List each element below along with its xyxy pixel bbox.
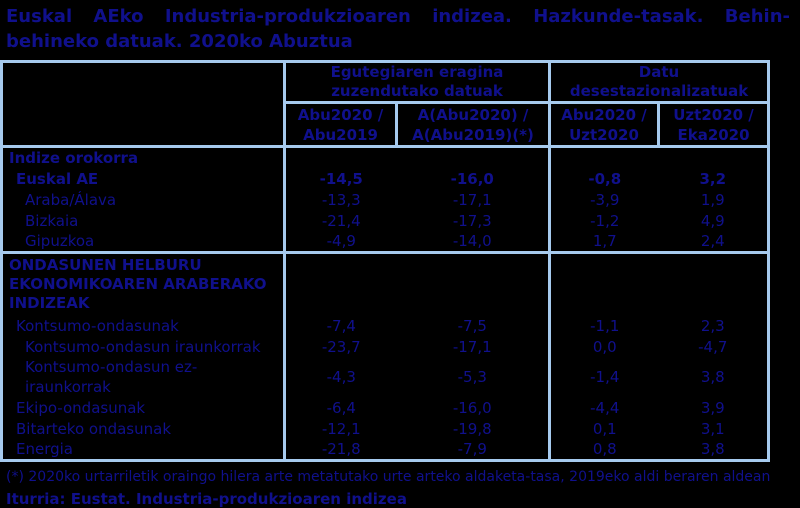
row-label: Energia bbox=[1, 439, 286, 461]
column-header-row: Abu2020 / Abu2019 A(Abu2020) / A(Abu2019… bbox=[2, 102, 769, 148]
value-cell: -4,4 bbox=[590, 398, 620, 417]
value-cell: 2,4 bbox=[700, 232, 725, 250]
value-cell: 3,8 bbox=[700, 440, 725, 458]
group-header-row: Egutegiaren eragina zuzendutako datuak D… bbox=[1, 61, 769, 148]
table-row: Kontsumo-ondasunak -7,4 -7,5 -1,1 2,3 bbox=[1, 315, 769, 336]
corner-cell bbox=[1, 61, 286, 148]
value-cell: 3,8 bbox=[700, 368, 725, 386]
value-cell bbox=[396, 251, 552, 315]
row-label: ONDASUNEN HELBURU EKONOMIKOAREN ARABERAK… bbox=[1, 251, 286, 315]
table-row: Energia -21,8 -7,9 0,8 3,8 bbox=[1, 439, 769, 461]
value-cell: -0,8 bbox=[588, 169, 622, 188]
column-header-abu2020-uzt2020: Abu2020 / Uzt2020 bbox=[549, 102, 661, 148]
value-cell: -16,0 bbox=[396, 397, 552, 418]
value-cell: 3,1 bbox=[700, 419, 725, 438]
row-label: Bitarteko ondasunak bbox=[1, 418, 286, 439]
row-label: Araba/Álava bbox=[1, 189, 286, 210]
table-row: Ekipo-ondasunak -6,4 -16,0 -4,4 3,9 bbox=[1, 397, 769, 418]
value-cell: -1,2 bbox=[590, 211, 620, 230]
table-row: Gipuzkoa -4,9 -14,0 1,7 2,4 bbox=[1, 231, 769, 253]
row-label: Kontsumo-ondasunak bbox=[1, 315, 286, 336]
value-cell: 0,0 bbox=[592, 337, 617, 356]
table-row: ONDASUNEN HELBURU EKONOMIKOAREN ARABERAK… bbox=[1, 251, 769, 315]
row-label: Kontsumo-ondasun ez-iraunkorrak bbox=[1, 357, 286, 397]
value-cell: -12,1 bbox=[321, 419, 361, 438]
table-row: Araba/Álava -13,3 -17,1 -3,9 1,9 bbox=[1, 189, 769, 210]
value-cell: -13,3 bbox=[321, 190, 361, 209]
value-cell: -19,8 bbox=[396, 418, 552, 439]
row-label: Euskal AE bbox=[1, 168, 286, 189]
value-cell bbox=[396, 146, 552, 168]
value-cell bbox=[550, 147, 659, 169]
row-label: Gipuzkoa bbox=[1, 231, 286, 253]
group-header-seasonally-adjusted: Datu desestazionalizatuak bbox=[549, 61, 769, 104]
value-cell: -16,0 bbox=[396, 168, 552, 189]
column-header-accumulated: A(Abu2020) / A(Abu2019)(*) bbox=[396, 102, 552, 148]
value-cell: -7,9 bbox=[396, 439, 552, 461]
value-cell bbox=[285, 147, 397, 169]
value-cell: -4,9 bbox=[326, 232, 356, 250]
value-cell: -17,1 bbox=[396, 189, 552, 210]
value-cell: -3,9 bbox=[590, 190, 620, 209]
value-cell: -4,7 bbox=[698, 337, 728, 356]
value-cell: -14,5 bbox=[319, 169, 363, 188]
value-cell: 2,3 bbox=[700, 316, 725, 335]
column-header-uzt2020-eka2020: Uzt2020 / Eka2020 bbox=[658, 102, 769, 148]
value-cell: -1,1 bbox=[590, 316, 620, 335]
table-row: Bitarteko ondasunak -12,1 -19,8 0,1 3,1 bbox=[1, 418, 769, 439]
value-cell: -17,3 bbox=[396, 210, 552, 231]
value-cell: -4,3 bbox=[326, 368, 356, 386]
column-header-abu2020-abu2019: Abu2020 / Abu2019 bbox=[284, 102, 398, 148]
value-cell: 1,9 bbox=[700, 190, 725, 209]
table-row: Kontsumo-ondasun ez-iraunkorrak -4,3 -5,3 -… bbox=[1, 357, 769, 397]
row-label: Bizkaia bbox=[1, 210, 286, 231]
row-label: Kontsumo-ondasun iraunkorrak bbox=[1, 336, 286, 357]
group-header-calendar-adjusted: Egutegiaren eragina zuzendutako datuak bbox=[284, 61, 552, 104]
table-row: Bizkaia -21,4 -17,3 -1,2 4,9 bbox=[1, 210, 769, 231]
row-label: Indize orokorra bbox=[1, 146, 286, 168]
page-title: Euskal AEko Industria-produkzioaren indi… bbox=[6, 6, 790, 52]
value-cell: -17,1 bbox=[396, 336, 552, 357]
footnote: (*) 2020ko urtarriletik oraingo hilera a… bbox=[6, 469, 771, 485]
value-cell: -23,7 bbox=[321, 337, 361, 356]
table-row: Indize orokorra bbox=[1, 146, 769, 169]
value-cell: 3,2 bbox=[699, 169, 727, 188]
value-cell: 3,9 bbox=[700, 398, 725, 417]
value-cell: -7,5 bbox=[396, 315, 552, 336]
value-cell: 0,8 bbox=[592, 440, 617, 458]
value-cell bbox=[659, 147, 769, 169]
value-cell bbox=[284, 251, 397, 315]
value-cell: -1,4 bbox=[590, 368, 620, 386]
value-cell: -21,4 bbox=[321, 211, 361, 230]
row-label: Ekipo-ondasunak bbox=[1, 397, 286, 418]
value-cell: 1,7 bbox=[592, 232, 617, 250]
source-line: Iturria: Eustat. Industria-produkzioaren… bbox=[6, 490, 407, 508]
value-cell: -14,0 bbox=[396, 231, 552, 253]
value-cell bbox=[549, 251, 659, 315]
value-cell: 0,1 bbox=[592, 419, 617, 438]
value-cell: 4,9 bbox=[700, 211, 725, 230]
value-cell: -7,4 bbox=[326, 316, 356, 335]
table-body: Indize orokorra Euskal AE -14,5 -16,0 -0,8 3,… bbox=[1, 146, 769, 461]
value-cell: -6,4 bbox=[326, 398, 356, 417]
statistics-table: Egutegiaren eragina zuzendutako datuak D… bbox=[0, 60, 771, 462]
value-cell bbox=[658, 251, 769, 315]
table-row: Kontsumo-ondasun iraunkorrak -23,7 -17,1 0,… bbox=[1, 336, 769, 357]
table-row: Euskal AE -14,5 -16,0 -0,8 3,2 bbox=[1, 168, 769, 189]
value-cell: -5,3 bbox=[396, 357, 552, 397]
value-cell: -21,8 bbox=[321, 440, 361, 458]
